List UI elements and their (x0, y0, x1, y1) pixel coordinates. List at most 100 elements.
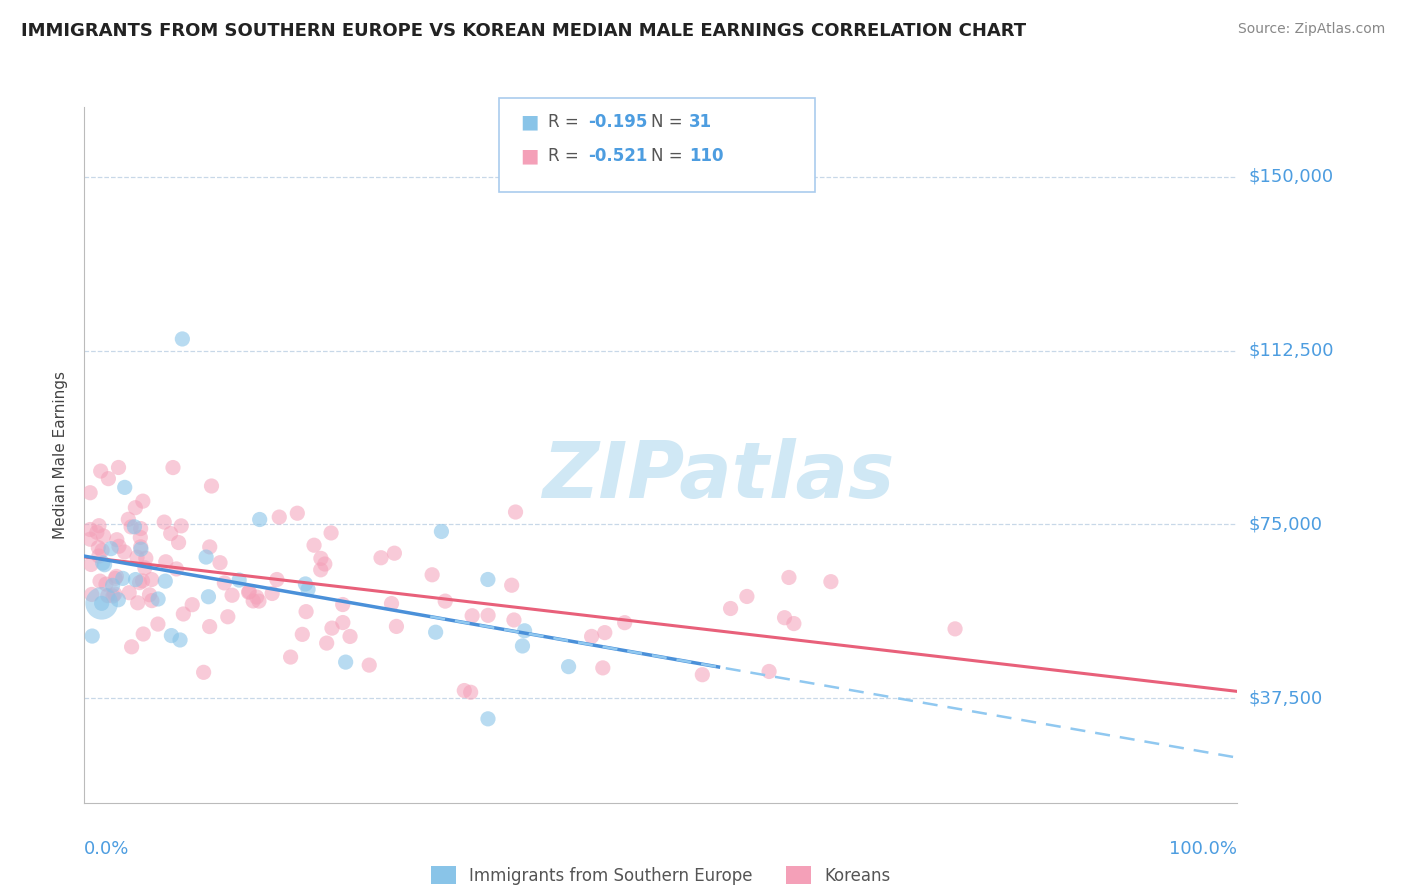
Text: $112,500: $112,500 (1249, 342, 1334, 359)
Point (477, 573, 499, 587)
Point (87, 541, 110, 555)
Point (309, 563, 332, 577)
Point (198, 540, 221, 554)
Point (127, 596, 149, 610)
Point (141, 593, 163, 607)
Point (453, 683, 475, 698)
Point (195, 550, 218, 565)
Point (101, 578, 124, 592)
Point (198, 619, 221, 633)
Point (87, 518, 110, 533)
Point (86, 525, 108, 540)
Point (111, 571, 134, 585)
Point (97, 589, 120, 603)
Point (477, 712, 499, 726)
Point (380, 597, 402, 611)
Point (79, 532, 101, 546)
Point (221, 588, 243, 602)
Point (217, 609, 239, 624)
Point (121, 640, 143, 654)
Point (332, 598, 354, 612)
Point (129, 530, 152, 544)
Point (146, 592, 169, 607)
Point (131, 574, 153, 588)
Point (129, 540, 152, 554)
Point (280, 650, 302, 665)
Point (249, 512, 271, 526)
Text: 31: 31 (689, 113, 711, 131)
Point (332, 615, 354, 630)
Point (269, 510, 291, 524)
Point (155, 574, 177, 588)
Point (160, 629, 183, 643)
Text: $75,000: $75,000 (1249, 516, 1323, 533)
Point (477, 608, 499, 623)
Point (79, 523, 101, 537)
Text: ■: ■ (520, 146, 538, 166)
Point (129, 542, 152, 557)
Text: ■: ■ (520, 112, 538, 132)
Point (193, 665, 215, 680)
Point (434, 594, 457, 608)
Point (132, 494, 155, 508)
Point (513, 624, 536, 638)
Point (200, 479, 222, 493)
Point (720, 601, 742, 615)
Point (93, 529, 115, 543)
Point (238, 585, 260, 599)
Point (758, 665, 780, 679)
Point (735, 590, 758, 604)
Point (155, 555, 177, 569)
Point (266, 573, 288, 587)
Point (87, 549, 110, 563)
Point (153, 515, 176, 529)
Point (783, 616, 806, 631)
Point (104, 571, 127, 585)
Point (197, 590, 219, 604)
Point (134, 561, 156, 575)
Text: R =: R = (548, 113, 585, 131)
Point (501, 578, 523, 592)
Point (339, 630, 361, 644)
Point (297, 582, 319, 597)
Point (165, 562, 187, 576)
Point (242, 594, 264, 608)
Point (105, 569, 128, 583)
Point (692, 667, 714, 681)
Point (107, 592, 129, 607)
Text: 110: 110 (689, 147, 724, 165)
Point (778, 570, 800, 584)
Point (420, 567, 443, 582)
Text: ZIPatlas: ZIPatlas (543, 438, 894, 514)
Point (335, 655, 357, 669)
Text: IMMIGRANTS FROM SOUTHERN EUROPE VS KOREAN MEDIAN MALE EARNINGS CORRELATION CHART: IMMIGRANTS FROM SOUTHERN EUROPE VS KOREA… (21, 22, 1026, 40)
Point (302, 538, 325, 552)
Point (124, 520, 146, 534)
Text: R =: R = (548, 147, 585, 165)
Point (162, 460, 184, 475)
Point (114, 545, 136, 559)
Point (228, 573, 250, 587)
Point (146, 617, 169, 632)
Point (295, 605, 318, 619)
Point (170, 519, 193, 533)
Legend: Immigrants from Southern Europe, Koreans: Immigrants from Southern Europe, Koreans (432, 866, 890, 885)
Point (129, 522, 152, 536)
Point (285, 506, 308, 520)
Point (592, 661, 614, 675)
Point (132, 627, 155, 641)
Point (128, 575, 150, 590)
Point (104, 587, 127, 601)
Point (90, 596, 112, 610)
Point (208, 556, 231, 570)
Point (503, 613, 526, 627)
Point (245, 590, 267, 604)
Point (124, 500, 146, 515)
Text: N =: N = (651, 113, 688, 131)
Text: $37,500: $37,500 (1249, 690, 1323, 707)
Point (167, 535, 190, 549)
Point (581, 629, 603, 643)
Y-axis label: Median Male Earnings: Median Male Earnings (52, 371, 67, 539)
Point (82, 629, 104, 643)
Point (309, 551, 332, 566)
